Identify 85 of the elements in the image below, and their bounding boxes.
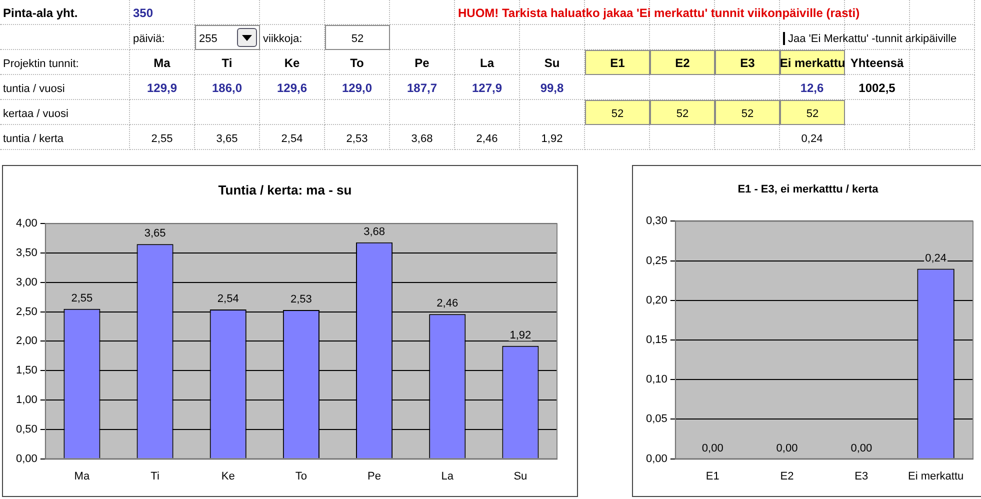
text: 187,7 xyxy=(406,81,438,95)
text: 0,24 xyxy=(801,133,823,145)
text: 3,65 xyxy=(216,133,238,145)
x-tick-label: Su xyxy=(514,470,528,482)
y-tick-label: 0,00 xyxy=(646,452,668,465)
text: viikkoja: xyxy=(263,33,302,45)
x-tick-label: Ei merkattu xyxy=(908,470,964,482)
y-tick-label: 0,00 xyxy=(16,452,38,465)
data-label: 2,53 xyxy=(290,294,312,306)
chart-title: Tuntia / kerta: ma - su xyxy=(218,182,352,198)
data-label: 1,92 xyxy=(510,329,532,342)
y-tick-label: 2,00 xyxy=(16,335,38,348)
text: 129,6 xyxy=(276,81,308,95)
text: 99,8 xyxy=(540,81,564,95)
data-label: 0,24 xyxy=(925,252,947,264)
text: Pe xyxy=(414,56,430,70)
text: 129,9 xyxy=(146,81,178,95)
data-label: 2,46 xyxy=(436,298,458,310)
text: 52 xyxy=(351,33,364,45)
text: Ma xyxy=(154,56,170,70)
text: 52 xyxy=(611,108,624,120)
text: 2,55 xyxy=(151,133,173,145)
y-tick-label: 0,30 xyxy=(646,215,668,228)
x-tick-label: Ke xyxy=(221,470,235,482)
text: Ti xyxy=(222,56,232,70)
y-tick-label: 0,50 xyxy=(16,423,38,436)
x-tick-label: To xyxy=(295,470,308,482)
text: 255 xyxy=(199,33,218,45)
x-tick-label: La xyxy=(441,470,454,482)
text: 350 xyxy=(133,6,154,20)
text: Projektin tunnit: xyxy=(3,58,79,70)
y-tick-label: 0,10 xyxy=(646,374,668,386)
data-label: 0,00 xyxy=(850,442,872,454)
x-tick-label: Ma xyxy=(74,470,90,482)
y-tick-label: 0,20 xyxy=(646,294,668,306)
text: Ke xyxy=(284,56,300,70)
text: To xyxy=(350,56,364,70)
chart-title: E1 - E3, ei merkatttu / kerta xyxy=(738,184,880,196)
x-tick-label: E3 xyxy=(854,470,868,482)
y-tick-label: 3,00 xyxy=(16,276,38,288)
text: 52 xyxy=(806,108,819,120)
y-tick-label: 3,50 xyxy=(16,247,38,260)
text: 3,68 xyxy=(411,133,433,145)
y-tick-label: 1,00 xyxy=(16,394,38,406)
data-label: 3,68 xyxy=(364,226,385,238)
data-label: 0,00 xyxy=(702,442,724,454)
y-tick-label: 0,25 xyxy=(646,254,668,267)
text: E1 xyxy=(610,56,625,70)
x-tick-label: E2 xyxy=(780,470,794,482)
text: 12,6 xyxy=(800,81,824,95)
x-tick-label: E1 xyxy=(706,470,720,482)
text: Ei merkattu xyxy=(780,56,846,70)
text: 52 xyxy=(676,108,689,120)
text: E3 xyxy=(740,56,755,70)
text: 52 xyxy=(741,108,754,120)
text: Jaa 'Ei Merkattu' -tunnit arkipäiville xyxy=(788,33,957,45)
text: kertaa / vuosi xyxy=(3,108,68,120)
text: E2 xyxy=(675,56,690,70)
y-tick-label: 0,05 xyxy=(646,413,668,426)
text: La xyxy=(480,56,494,70)
text: Pinta-ala yht. xyxy=(3,6,78,20)
y-tick-label: 0,15 xyxy=(646,334,668,346)
y-tick-label: 4,00 xyxy=(16,218,38,230)
y-tick-label: 1,50 xyxy=(16,364,38,377)
text: 2,54 xyxy=(281,133,303,145)
text: päiviä: xyxy=(133,33,165,45)
text: 127,9 xyxy=(472,81,502,95)
text: 1,92 xyxy=(541,133,563,145)
y-tick-label: 2,50 xyxy=(16,306,38,318)
text: tuntia / kerta xyxy=(3,133,64,145)
text: HUOM! Tarkista haluatko jakaa 'Ei merkattu' tunnit viikonpäiville (rasti) xyxy=(458,6,860,20)
text: 1002,5 xyxy=(858,81,896,95)
text: 186,0 xyxy=(212,81,242,95)
text: tuntia / vuosi xyxy=(3,83,65,95)
text: 129,0 xyxy=(342,81,372,95)
data-label: 0,00 xyxy=(776,442,798,454)
x-tick-label: Pe xyxy=(368,470,382,482)
text: 2,46 xyxy=(476,133,498,145)
text: Yhteensä xyxy=(850,56,904,70)
text: 2,53 xyxy=(346,133,368,145)
data-label: 2,55 xyxy=(71,292,93,304)
x-tick-label: Ti xyxy=(150,470,160,482)
text: Su xyxy=(544,56,560,70)
data-label: 2,54 xyxy=(217,292,239,305)
data-label: 3,65 xyxy=(144,228,166,240)
